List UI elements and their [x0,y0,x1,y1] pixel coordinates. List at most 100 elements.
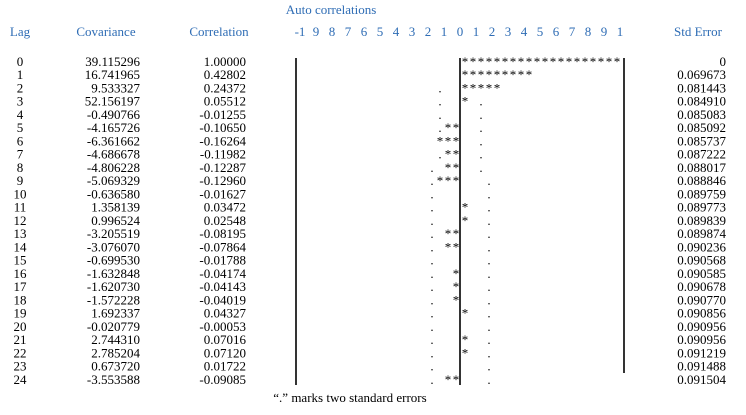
column-header: Lag [10,24,31,39]
std-error: 0.090568 [677,253,726,268]
lag: 2 [17,80,24,95]
axis-label: 4 [521,24,528,39]
lag: 14 [14,239,28,254]
covariance: -5.069329 [87,173,140,188]
std-error: 0.091488 [677,359,726,374]
covariance: 1.358139 [91,200,140,215]
covariance: 1.692337 [91,306,140,321]
axis-label: 1 [441,24,448,39]
lag: 10 [14,186,27,201]
std-error: 0.085083 [677,107,726,122]
correlation: 1.00000 [204,54,246,69]
lag: 6 [17,133,24,148]
correlation: -0.11982 [200,147,246,162]
std-error: 0.081443 [677,80,726,95]
lag: 23 [14,359,27,374]
axis-label: 2 [489,24,496,39]
lag: 22 [14,345,27,360]
std-error: 0.085737 [677,133,726,148]
lag: 1 [17,67,24,82]
covariance: -0.699530 [87,253,140,268]
std-error: 0.089759 [677,186,726,201]
plot-right: ********* [462,67,533,82]
lag: 3 [17,94,24,109]
std-error: 0.090770 [677,292,726,307]
covariance: 2.785204 [91,345,140,360]
covariance: 0.673720 [91,359,140,374]
correlation: -0.01788 [199,253,246,268]
column-header: Correlation [189,24,249,39]
lag: 13 [14,226,27,241]
std-error: 0.084910 [677,94,726,109]
footnote: “.” marks two standard errors [273,390,426,405]
axis-label: 4 [393,24,400,39]
axis-label: 9 [313,24,320,39]
std-error: 0.088017 [677,160,726,175]
std-error: 0.089839 [677,213,726,228]
std-error: 0.090956 [677,319,726,334]
covariance: -1.620730 [87,279,140,294]
covariance: 39.115296 [85,54,140,69]
axis-label: 5 [377,24,384,39]
correlation: 0.01722 [204,359,246,374]
axis-label: 7 [569,24,576,39]
correlation: -0.00053 [199,319,246,334]
correlation: -0.09085 [199,372,246,387]
axis-label: 2 [425,24,432,39]
lag: 11 [14,200,27,215]
std-error: 0.089874 [677,226,726,241]
axis-label: 6 [553,24,560,39]
covariance: 52.156197 [85,94,141,109]
lag: 5 [17,120,24,135]
correlation: -0.10650 [199,120,246,135]
lag: 8 [17,160,24,175]
correlation: -0.01255 [199,107,246,122]
correlation: 0.07120 [204,345,246,360]
covariance: -0.490766 [87,107,141,122]
plot-left: . ** [430,372,459,387]
plot-left: *** [437,133,460,148]
covariance: -1.632848 [87,266,140,281]
correlation: -0.08195 [199,226,246,241]
correlation: -0.07864 [199,239,246,254]
plot-right: ***** [462,80,501,95]
lag: 9 [17,173,24,188]
covariance: -4.806228 [87,160,140,175]
correlation: -0.04143 [199,279,246,294]
correlation: -0.04174 [199,266,246,281]
correlation: -0.01627 [199,186,246,201]
std-error: 0.090236 [677,239,726,254]
covariance: 9.533327 [91,80,140,95]
correlation: 0.42802 [204,67,246,82]
std-error: 0.088846 [677,173,726,188]
lag: 7 [17,147,24,162]
std-error: 0.090856 [677,306,726,321]
plot-left: . ** [430,226,459,241]
std-error: 0.085092 [677,120,726,135]
lag: 15 [14,253,27,268]
std-error: 0.090678 [677,279,726,294]
correlation: -0.16264 [199,133,246,148]
covariance: -1.572228 [87,292,140,307]
covariance: 2.744310 [91,332,140,347]
std-error: 0.087222 [677,147,726,162]
std-error: 0.091504 [677,372,726,387]
correlation: -0.12287 [199,160,246,175]
covariance: 0.996524 [91,213,140,228]
std-error: 0.090956 [677,332,726,347]
covariance: 16.741965 [85,67,140,82]
axis-label: 8 [329,24,336,39]
std-error: 0.090585 [677,266,726,281]
axis-label: 6 [361,24,368,39]
correlation: -0.04019 [199,292,246,307]
covariance: -0.020779 [87,319,140,334]
axis-label: 1 [617,24,624,39]
correlation: 0.04327 [204,306,247,321]
lag: 17 [14,279,28,294]
axis-label: 9 [601,24,608,39]
std-error: 0.069673 [677,67,726,82]
axis-label: -1 [295,24,306,39]
correlation: 0.02548 [204,213,246,228]
plot-left: .*** [430,173,459,188]
